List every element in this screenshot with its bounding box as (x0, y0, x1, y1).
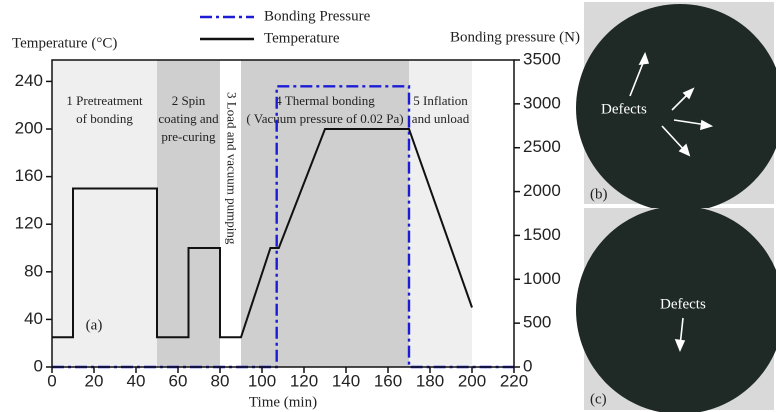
y2-axis-label: Bonding pressure (N) (450, 29, 580, 45)
wafer (576, 206, 776, 412)
phase-region (409, 60, 472, 367)
y-tick-label: 240 (15, 71, 43, 90)
phase-label: and unload (412, 111, 470, 126)
legend-label: Temperature (264, 30, 340, 46)
phase-label: 4 Thermal bonding (275, 93, 375, 108)
phase-label: 1 Pretreatment (66, 93, 143, 108)
y-tick-label: 200 (15, 118, 43, 137)
x-tick-label: 80 (211, 371, 230, 390)
y2-tick-label: 2500 (523, 137, 561, 156)
y2-tick-label: 3500 (523, 49, 561, 68)
x-tick-label: 180 (416, 371, 444, 390)
x-tick-label: 60 (169, 371, 188, 390)
plot-frame (51, 59, 515, 368)
y2-tick-label: 500 (523, 313, 551, 332)
x-tick-label: 220 (500, 371, 528, 390)
y-axis-label: Temperature (°C) (12, 35, 117, 51)
x-tick-label: 120 (290, 371, 318, 390)
x-tick-label: 160 (374, 371, 402, 390)
x-tick-label: 100 (248, 371, 276, 390)
legend-label: Bonding Pressure (264, 8, 371, 24)
photo-label: (c) (590, 391, 607, 407)
phase-label: 5 Inflation (413, 93, 468, 108)
x-tick-label: 0 (47, 371, 56, 390)
y-tick-label: 40 (24, 309, 43, 328)
x-tick-label: 140 (332, 371, 360, 390)
wafer (576, 4, 776, 212)
phase-label: ( Vacuum pressure of 0.02 Pa) (246, 111, 403, 126)
x-tick-label: 20 (85, 371, 104, 390)
y2-tick-label: 0 (523, 356, 532, 375)
photo-label: (b) (590, 186, 608, 202)
y-tick-label: 160 (15, 166, 43, 185)
annotation: (a) (86, 317, 103, 333)
y2-tick-label: 1000 (523, 269, 561, 288)
defects-label: Defects (660, 296, 706, 312)
phase-label: 2 Spin (172, 93, 206, 108)
y-tick-label: 80 (24, 261, 43, 280)
phase-region (52, 60, 157, 367)
phase-label: of bonding (76, 111, 133, 126)
phase-label: coating and (158, 111, 219, 126)
phase-region (241, 60, 409, 367)
y2-tick-label: 1500 (523, 225, 561, 244)
arrows (629, 51, 714, 353)
plot-area: 1 Pretreatment of bonding 2 Spin coating an… (12, 8, 580, 410)
y2-tick-label: 3000 (523, 93, 561, 112)
phase-region (220, 60, 241, 367)
defects-label: Defects (601, 101, 647, 117)
photos: Defects Defects (b) (c) (576, 2, 776, 412)
y-tick-label: 120 (15, 214, 43, 233)
phase-label: pre-curing (161, 129, 216, 144)
y-tick-label: 0 (34, 356, 43, 375)
data-line (52, 128, 473, 339)
x-tick-label: 200 (458, 371, 486, 390)
phase-label: 3 Load and vacuum pumping (225, 92, 240, 245)
y2-tick-label: 2000 (523, 181, 561, 200)
x-axis-label: Time (min) (249, 394, 317, 410)
x-tick-label: 40 (127, 371, 146, 390)
